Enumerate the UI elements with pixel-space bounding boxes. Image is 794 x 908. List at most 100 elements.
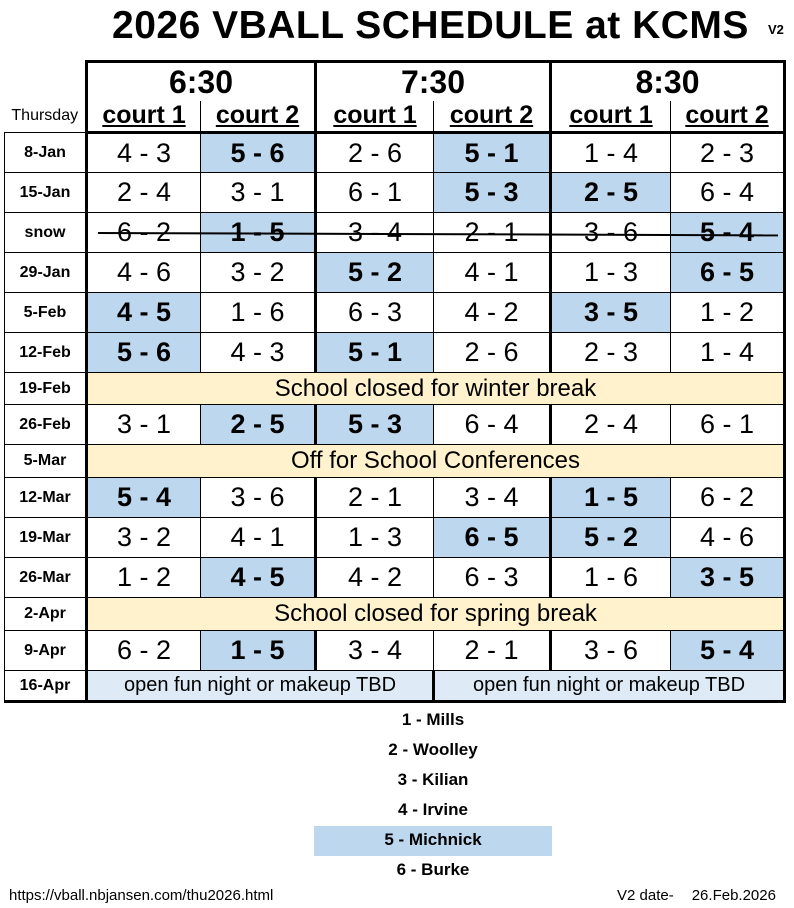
match-cell: 5 - 3 xyxy=(314,404,434,445)
match-cell: 1 - 3 xyxy=(314,517,434,558)
schedule-row: 5-Mar Off for School Conferences xyxy=(4,444,786,478)
match-cell: 1 - 2 xyxy=(670,292,786,333)
match-cell: 4 - 3 xyxy=(85,132,201,173)
row-date: 15-Jan xyxy=(4,172,87,213)
match-cell: 6 - 4 xyxy=(670,172,786,213)
match-cell: 3 - 6 xyxy=(549,630,671,671)
match-cell: 1 - 2 xyxy=(85,557,201,598)
row-date: 26-Feb xyxy=(4,404,87,445)
version-label: V2 xyxy=(768,22,784,37)
schedule-row: 2-Apr School closed for spring break xyxy=(4,597,786,631)
row-date: 9-Apr xyxy=(4,630,87,671)
row-date: snow xyxy=(4,212,87,253)
row-date: 12-Feb xyxy=(4,332,87,373)
legend-item: 6 - Burke xyxy=(396,860,470,879)
match-cell: 5 - 1 xyxy=(433,132,552,173)
version-date-value: 26.Feb.2026 xyxy=(691,887,776,904)
court-header: court 1 xyxy=(85,100,201,134)
day-of-week-label: Thursday xyxy=(11,107,79,125)
footer-url[interactable]: https://vball.nbjansen.com/thu2026.html xyxy=(9,887,274,904)
closure-note: Off for School Conferences xyxy=(85,444,786,478)
row-date: 19-Feb xyxy=(4,372,87,405)
match-cell: 6 - 5 xyxy=(670,252,786,293)
match-cell: 5 - 6 xyxy=(85,332,201,373)
row-date: 5-Feb xyxy=(4,292,87,333)
court-header: court 2 xyxy=(200,100,317,134)
cancelled-match-cell: 5 - 4 xyxy=(670,212,786,253)
match-cell: 5 - 2 xyxy=(549,517,671,558)
match-cell: 1 - 6 xyxy=(200,292,317,333)
match-cell: 4 - 2 xyxy=(314,557,434,598)
court-header: court 1 xyxy=(314,100,434,134)
match-cell: 1 - 6 xyxy=(549,557,671,598)
match-cell: 3 - 1 xyxy=(85,404,201,445)
match-cell: 4 - 3 xyxy=(200,332,317,373)
cancelled-match-cell: 3 - 6 xyxy=(549,212,671,253)
legend-item: 4 - Irvine xyxy=(398,800,468,819)
match-cell: 2 - 1 xyxy=(314,477,434,518)
match-cell: 3 - 1 xyxy=(200,172,317,213)
match-cell: 2 - 5 xyxy=(549,172,671,213)
match-cell: 4 - 6 xyxy=(670,517,786,558)
match-cell: 3 - 6 xyxy=(200,477,317,518)
closure-note: School closed for winter break xyxy=(85,372,786,405)
match-cell: 4 - 2 xyxy=(433,292,552,333)
match-cell: 4 - 5 xyxy=(200,557,317,598)
match-cell: 6 - 1 xyxy=(314,172,434,213)
match-cell: 6 - 3 xyxy=(314,292,434,333)
time-slot-header: 6:30 xyxy=(85,60,317,101)
match-cell: 5 - 4 xyxy=(85,477,201,518)
match-cell: 1 - 4 xyxy=(549,132,671,173)
time-slot-header: 7:30 xyxy=(314,60,552,101)
match-cell: 2 - 6 xyxy=(433,332,552,373)
row-date: 26-Mar xyxy=(4,557,87,598)
match-cell: 3 - 5 xyxy=(670,557,786,598)
version-date-label: V2 date- xyxy=(617,887,674,904)
match-cell: 4 - 1 xyxy=(200,517,317,558)
match-cell: 6 - 1 xyxy=(670,404,786,445)
match-cell: 6 - 2 xyxy=(85,630,201,671)
match-cell: 6 - 2 xyxy=(670,477,786,518)
match-cell: 5 - 1 xyxy=(314,332,434,373)
schedule-row: 19-Feb School closed for winter break xyxy=(4,372,786,405)
match-cell: 3 - 4 xyxy=(314,630,434,671)
legend-item: 5 - Michnick xyxy=(314,826,552,856)
match-cell: 2 - 3 xyxy=(549,332,671,373)
legend-item: 1 - Mills xyxy=(401,710,465,729)
closure-note: School closed for spring break xyxy=(85,597,786,631)
schedule-row: 16-Apr open fun night or makeup TBD open f… xyxy=(4,670,786,703)
row-date: 12-Mar xyxy=(4,477,87,518)
match-cell: 2 - 5 xyxy=(200,404,317,445)
open-night-note: open fun night or makeup TBD xyxy=(432,670,786,703)
row-date: 2-Apr xyxy=(4,597,87,631)
match-cell: 6 - 4 xyxy=(433,404,552,445)
match-cell: 2 - 4 xyxy=(549,404,671,445)
legend-item: 2 - Woolley xyxy=(388,740,478,759)
open-night-note: open fun night or makeup TBD xyxy=(85,670,435,703)
court-header: court 2 xyxy=(670,100,786,134)
row-date: 5-Mar xyxy=(4,444,87,478)
match-cell: 4 - 6 xyxy=(85,252,201,293)
match-cell: 2 - 4 xyxy=(85,172,201,213)
match-cell: 1 - 5 xyxy=(200,630,317,671)
match-cell: 2 - 3 xyxy=(670,132,786,173)
row-date: 19-Mar xyxy=(4,517,87,558)
match-cell: 5 - 2 xyxy=(314,252,434,293)
match-cell: 4 - 1 xyxy=(433,252,552,293)
row-date: 8-Jan xyxy=(4,132,87,173)
court-header: court 2 xyxy=(433,100,552,134)
match-cell: 1 - 5 xyxy=(549,477,671,518)
header-corner xyxy=(5,62,87,101)
court-header: court 1 xyxy=(549,100,671,134)
match-cell: 2 - 6 xyxy=(314,132,434,173)
match-cell: 3 - 2 xyxy=(200,252,317,293)
